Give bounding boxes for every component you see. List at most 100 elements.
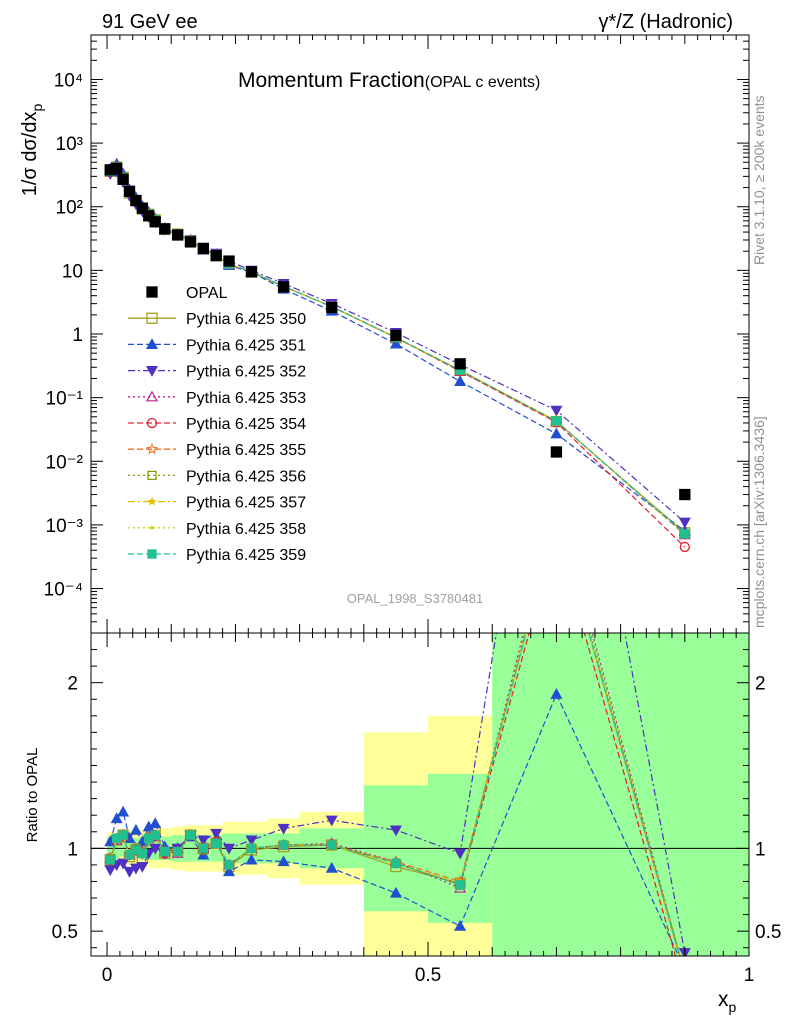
ratio-point-pythia-6-425-359-14 bbox=[246, 843, 257, 853]
legend-marker-pythia-6-425-350 bbox=[146, 312, 158, 324]
ratio-point-pythia-6-425-359-7 bbox=[150, 830, 160, 840]
xtick-label-0: 0 bbox=[102, 965, 113, 986]
ratio-point-pythia-6-425-351-20 bbox=[680, 964, 690, 973]
legend-marker-pythia-6-425-354 bbox=[146, 417, 158, 429]
side-label-mcplots: mcplots.cern.ch [arXiv:1306.3436] bbox=[751, 416, 767, 628]
main-point-opal-8 bbox=[159, 223, 171, 235]
ratio-ytick-label-right-1: 1 bbox=[755, 839, 766, 860]
main-point-pythia-6-425-359-20 bbox=[680, 529, 690, 539]
legend-marker-pythia-6-425-357 bbox=[147, 496, 157, 506]
ratio-point-pythia-6-425-352-16 bbox=[325, 815, 338, 827]
main-ytick-label-7: 10⁻³ bbox=[46, 516, 84, 537]
ratio-point-pythia-6-425-359-20 bbox=[681, 970, 689, 978]
ratio-point-pythia-6-425-352-2 bbox=[117, 858, 130, 870]
main-point-opal-15 bbox=[277, 281, 290, 293]
ratio-point-pythia-6-425-355-20 bbox=[680, 971, 690, 980]
main-point-pythia-6-425-351-18 bbox=[454, 375, 467, 386]
ratio-point-pythia-6-425-356-20 bbox=[681, 970, 689, 978]
legend-marker-pythia-6-425-351 bbox=[145, 338, 159, 349]
main-ytick-label-8: 10⁻⁴ bbox=[44, 580, 83, 601]
main-point-opal-19 bbox=[550, 446, 563, 458]
axis-ticks: 10⁴ 10³ 10² 10 1 10⁻¹ 10⁻² 10⁻³ 10⁻⁴ 0.5 0.5 1 1 2 2 0 0… bbox=[44, 34, 781, 986]
ratio-point-pythia-6-425-352-4 bbox=[129, 863, 142, 875]
ratio-point-pythia-6-425-354-20 bbox=[680, 985, 689, 994]
legend: OPAL Pythia 6.425 350 Pythia 6.425 351 Pyth… bbox=[128, 285, 306, 564]
ratio-point-pythia-6-425-353-20 bbox=[680, 969, 690, 978]
ratio-point-pythia-6-425-359-18 bbox=[455, 880, 465, 890]
legend-label-pythia-6-425-355: Pythia 6.425 355 bbox=[186, 442, 306, 459]
main-ytick-label-0: 10⁴ bbox=[54, 70, 83, 91]
ratio-bands bbox=[91, 633, 749, 956]
main-line-pythia-6-425-354 bbox=[109, 166, 686, 548]
ratio-point-pythia-6-425-351-2 bbox=[117, 805, 130, 817]
ratio-ytick-label-right-2: 2 bbox=[755, 674, 766, 695]
ratio-point-pythia-6-425-358-20 bbox=[683, 972, 687, 976]
main-point-opal-1 bbox=[111, 162, 123, 175]
legend-label-pythia-6-425-356: Pythia 6.425 356 bbox=[186, 468, 306, 485]
main-point-opal-11 bbox=[197, 242, 209, 255]
ratio-point-pythia-6-425-353-19 bbox=[551, 495, 561, 504]
legend-label-pythia-6-425-354: Pythia 6.425 354 bbox=[186, 416, 306, 433]
legend-marker-pythia-6-425-352 bbox=[145, 366, 159, 377]
main-point-pythia-6-425-359-19 bbox=[551, 416, 562, 426]
xtick-label-1: 0.5 bbox=[415, 965, 441, 986]
ratio-point-pythia-6-425-351-18 bbox=[454, 919, 467, 931]
ratio-point-pythia-6-425-359-8 bbox=[160, 846, 170, 857]
main-point-opal-14 bbox=[245, 266, 258, 278]
legend-marker-pythia-6-425-353 bbox=[145, 390, 159, 402]
main-point-pythia-6-425-354-20 bbox=[679, 541, 690, 553]
legend-marker-pythia-6-425-359 bbox=[147, 549, 157, 559]
ratio-point-pythia-6-425-352-12 bbox=[210, 828, 223, 840]
legend-label-opal: OPAL bbox=[186, 285, 228, 302]
ratio-point-pythia-6-425-354-19 bbox=[552, 529, 561, 538]
chart-title-sub: (OPAL c events) bbox=[425, 74, 541, 91]
main-point-opal-2 bbox=[117, 173, 129, 185]
ratio-point-pythia-6-425-359-3 bbox=[124, 850, 135, 860]
band-inner-20 bbox=[620, 633, 749, 956]
chart-title-main: Momentum Fraction bbox=[238, 69, 425, 92]
ratio-point-pythia-6-425-359-9 bbox=[173, 846, 183, 857]
ratio-point-pythia-6-425-359-10 bbox=[185, 830, 196, 840]
main-point-pythia-6-425-352-19 bbox=[550, 405, 563, 417]
xtick-label-2: 1 bbox=[744, 965, 755, 986]
main-series bbox=[104, 157, 691, 553]
ratio-series bbox=[104, 495, 691, 994]
legend-marker-pythia-6-425-358 bbox=[150, 526, 154, 530]
main-point-opal-16 bbox=[326, 301, 338, 314]
legend-marker-opal bbox=[146, 286, 158, 298]
main-ytick-label-4: 1 bbox=[72, 325, 83, 346]
ratio-point-pythia-6-425-351-4 bbox=[129, 823, 142, 835]
main-ytick-label-3: 10 bbox=[62, 261, 83, 282]
ratio-point-pythia-6-425-350-19 bbox=[551, 512, 561, 522]
ratio-point-pythia-6-425-352-0 bbox=[104, 865, 117, 877]
ratio-point-pythia-6-425-350-20 bbox=[680, 968, 690, 978]
header-left: 91 GeV ee bbox=[102, 11, 198, 33]
ratio-point-pythia-6-425-359-12 bbox=[211, 838, 221, 849]
ratio-point-pythia-6-425-359-5 bbox=[137, 848, 148, 858]
main-point-opal-3 bbox=[123, 185, 136, 197]
ratio-point-pythia-6-425-352-17 bbox=[389, 825, 402, 837]
ratio-line-pythia-6-425-355 bbox=[109, 633, 680, 956]
chart-title: Momentum Fraction(OPAL c events) bbox=[238, 69, 540, 92]
header-right: γ*/Z (Hadronic) bbox=[599, 11, 733, 33]
main-ytick-label-1: 10³ bbox=[56, 134, 83, 155]
ratio-line-pythia-6-425-359 bbox=[109, 633, 681, 956]
legend-label-pythia-6-425-352: Pythia 6.425 352 bbox=[186, 364, 306, 381]
ratio-point-pythia-6-425-352-5 bbox=[136, 861, 149, 873]
main-ytick-label-6: 10⁻² bbox=[46, 452, 84, 473]
main-point-pythia-6-425-351-17 bbox=[389, 337, 402, 349]
ratio-point-pythia-6-425-352-15 bbox=[277, 823, 290, 835]
main-point-opal-20 bbox=[679, 488, 691, 501]
ratio-point-pythia-6-425-356-19 bbox=[552, 505, 560, 513]
main-point-opal-13 bbox=[223, 255, 235, 267]
ratio-point-pythia-6-425-351-17 bbox=[389, 886, 402, 898]
legend-label-pythia-6-425-353: Pythia 6.425 353 bbox=[186, 390, 306, 407]
ratio-point-pythia-6-425-351-16 bbox=[325, 861, 338, 873]
ratio-point-pythia-6-425-359-13 bbox=[224, 860, 234, 870]
ratio-point-pythia-6-425-351-7 bbox=[149, 817, 162, 829]
ratio-ytick-label-left-2: 2 bbox=[67, 674, 78, 695]
ratio-ytick-label-left-0: 0.5 bbox=[52, 922, 78, 943]
ratio-point-pythia-6-425-355-19 bbox=[552, 512, 562, 521]
ratio-point-pythia-6-425-351-14 bbox=[245, 853, 258, 865]
main-point-opal-5 bbox=[136, 202, 149, 214]
